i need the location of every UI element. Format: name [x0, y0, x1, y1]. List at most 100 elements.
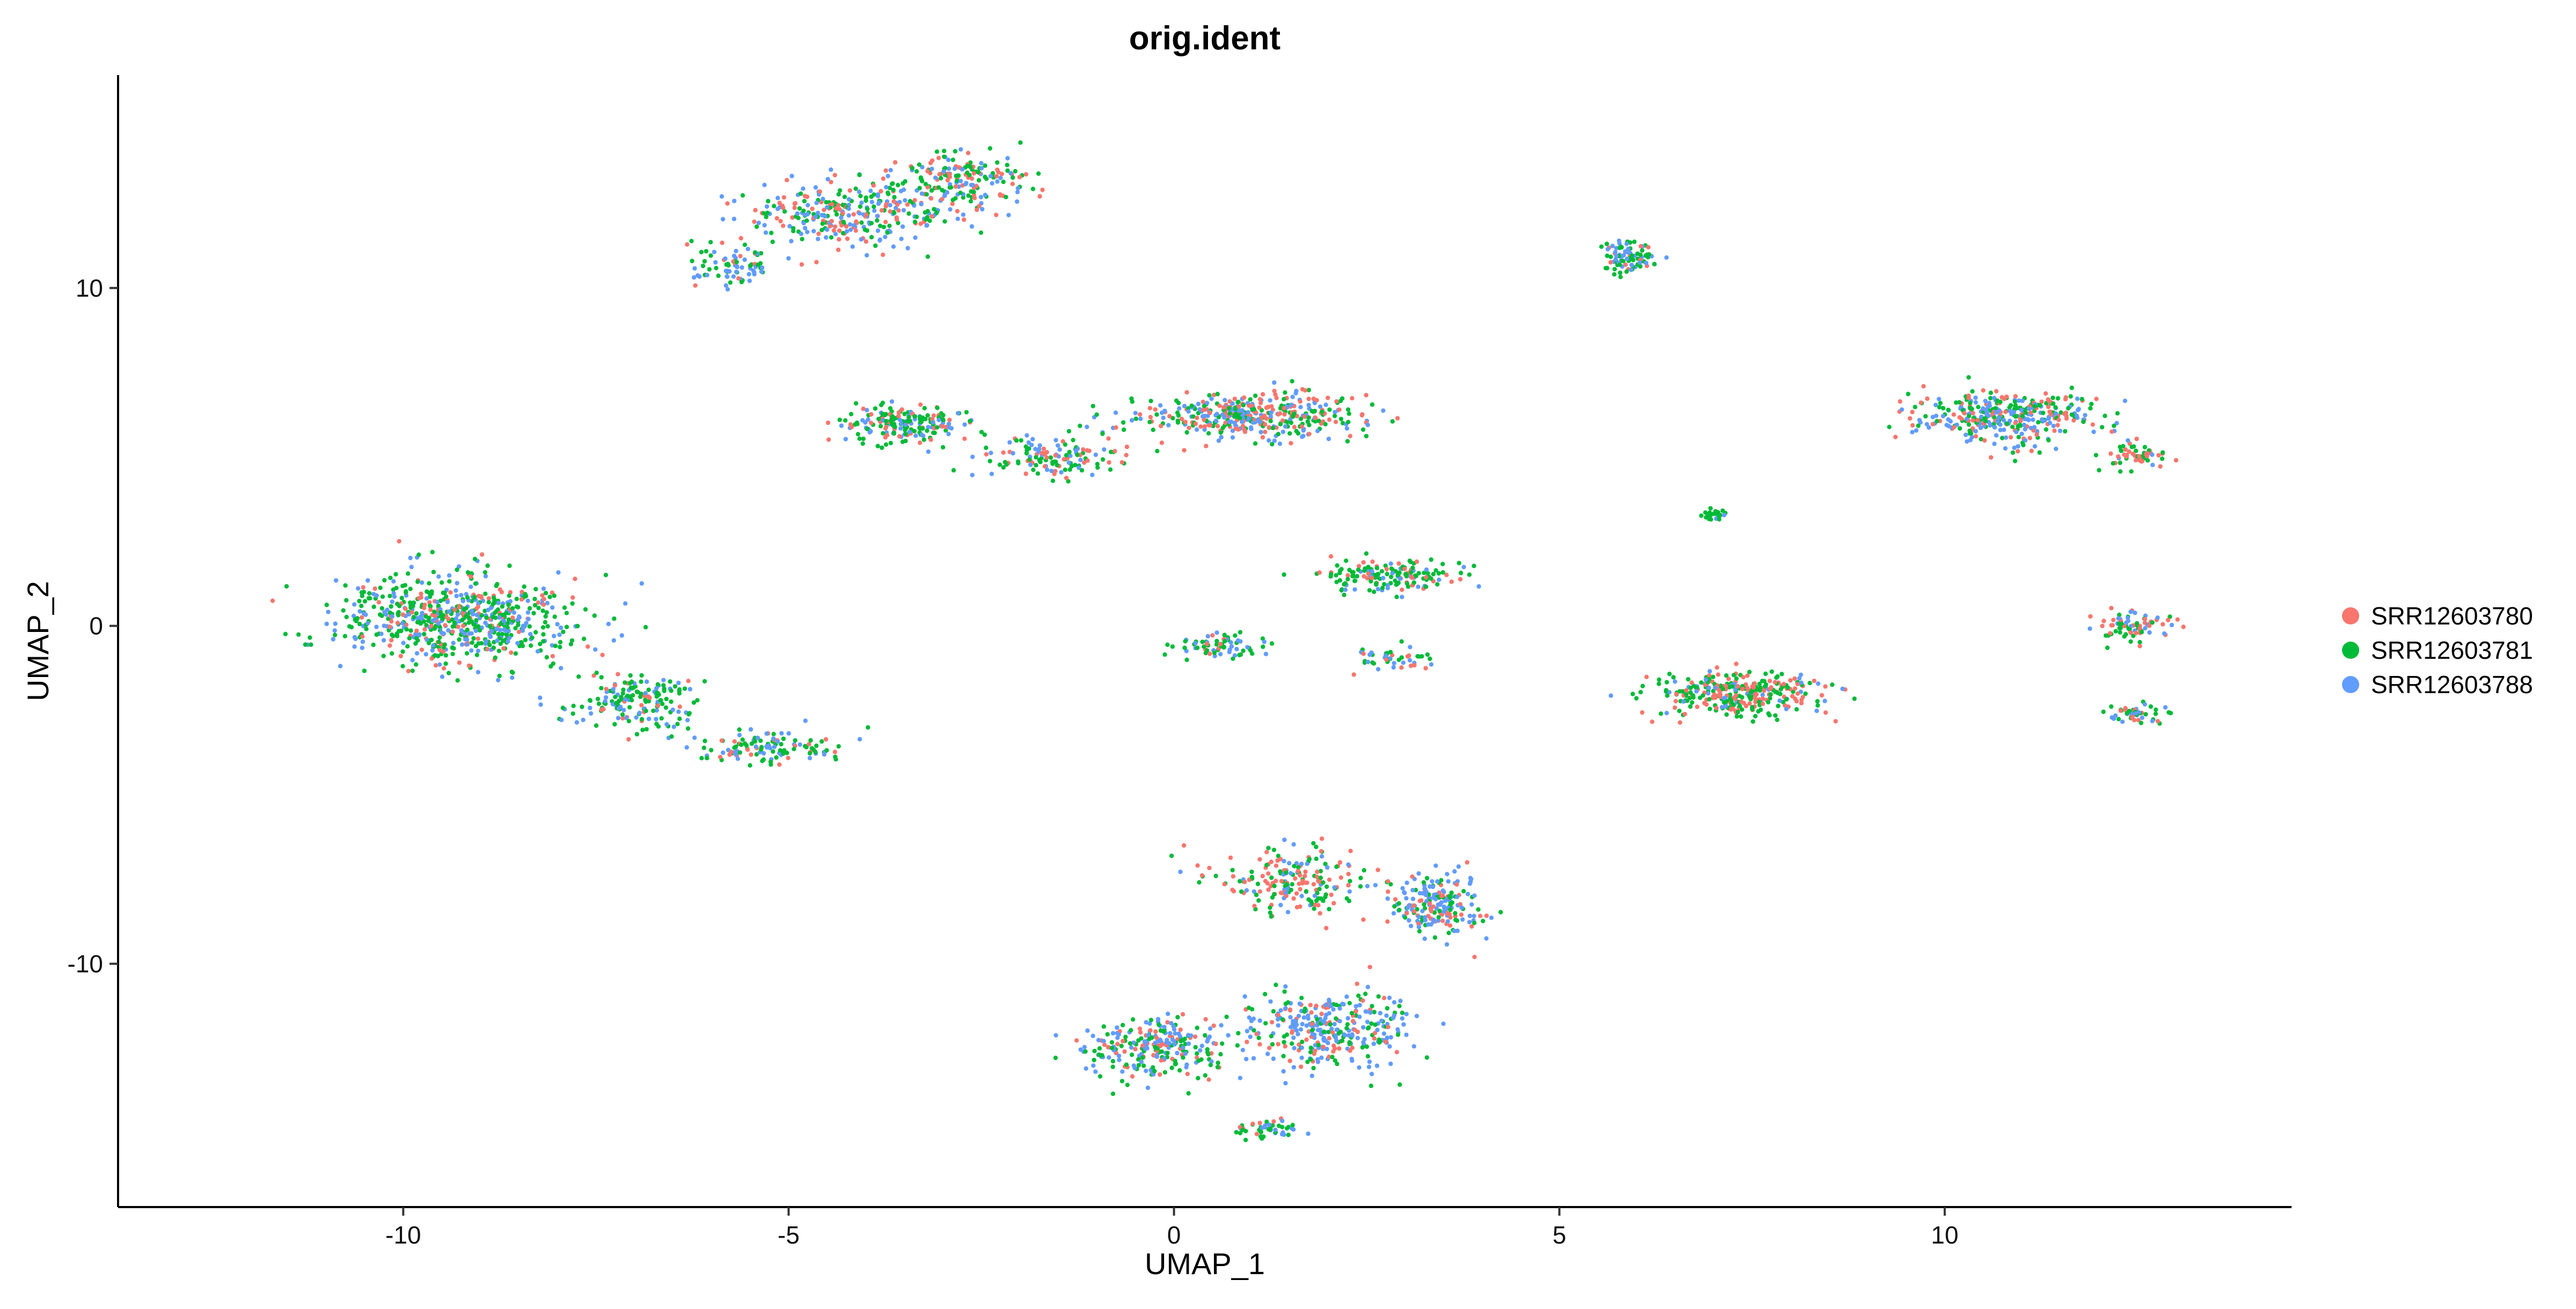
data-point-SRR12603781	[429, 637, 434, 643]
data-point-SRR12603788	[697, 274, 702, 279]
data-point-SRR12603781	[2153, 707, 2158, 712]
data-point-SRR12603780	[1314, 1003, 1319, 1009]
data-point-SRR12603788	[1970, 435, 1974, 440]
data-point-SRR12603788	[654, 708, 659, 713]
data-point-SRR12603788	[1241, 411, 1246, 416]
data-point-SRR12603781	[1147, 1036, 1152, 1041]
data-point-SRR12603781	[1362, 868, 1366, 873]
data-point-SRR12603780	[1350, 396, 1355, 401]
data-point-SRR12603781	[774, 755, 779, 760]
data-point-SRR12603781	[594, 671, 599, 675]
data-point-SRR12603781	[1184, 430, 1189, 435]
data-point-SRR12603781	[1136, 1063, 1141, 1068]
data-point-SRR12603781	[1448, 907, 1453, 913]
data-point-SRR12603781	[1935, 418, 1940, 424]
data-point-SRR12603788	[1637, 260, 1643, 265]
data-point-SRR12603780	[1221, 405, 1226, 410]
data-point-SRR12603788	[588, 711, 594, 716]
data-point-SRR12603788	[1694, 689, 1699, 694]
data-point-SRR12603781	[1038, 460, 1043, 465]
data-point-SRR12603780	[1417, 899, 1422, 903]
data-point-SRR12603781	[1091, 403, 1095, 409]
data-point-SRR12603781	[1748, 694, 1753, 698]
data-point-SRR12603780	[1982, 438, 1987, 443]
data-point-SRR12603781	[925, 254, 931, 259]
data-point-SRR12603780	[387, 624, 392, 629]
data-point-SRR12603788	[1213, 418, 1218, 423]
data-point-SRR12603780	[485, 647, 490, 652]
data-point-SRR12603788	[2143, 626, 2148, 631]
data-point-SRR12603788	[685, 718, 690, 723]
data-point-SRR12603788	[1799, 680, 1804, 685]
data-point-SRR12603781	[668, 679, 672, 684]
data-point-SRR12603780	[892, 160, 898, 165]
data-point-SRR12603781	[497, 673, 502, 679]
data-point-SRR12603780	[891, 199, 896, 204]
data-point-SRR12603780	[1760, 701, 1765, 707]
data-point-SRR12603781	[596, 701, 602, 707]
data-point-SRR12603781	[1159, 1049, 1164, 1054]
data-point-SRR12603780	[1113, 448, 1117, 454]
data-point-SRR12603788	[825, 177, 830, 182]
data-point-SRR12603780	[2029, 448, 2034, 453]
data-point-SRR12603788	[447, 609, 452, 614]
data-point-SRR12603788	[1416, 914, 1421, 920]
data-point-SRR12603781	[756, 262, 760, 267]
data-point-SRR12603780	[1292, 424, 1297, 430]
data-point-SRR12603781	[474, 652, 480, 658]
data-point-SRR12603788	[558, 625, 564, 630]
data-point-SRR12603781	[1624, 269, 1629, 274]
data-point-SRR12603780	[2107, 631, 2112, 636]
data-point-SRR12603788	[420, 580, 425, 585]
data-point-SRR12603780	[774, 216, 779, 220]
data-point-SRR12603781	[543, 614, 548, 619]
data-point-SRR12603788	[511, 610, 517, 615]
data-point-SRR12603780	[1231, 889, 1236, 894]
data-point-SRR12603781	[2168, 711, 2173, 716]
data-point-SRR12603788	[1388, 1061, 1393, 1067]
data-point-SRR12603788	[352, 644, 357, 649]
data-point-SRR12603781	[620, 691, 626, 696]
data-point-SRR12603781	[758, 738, 763, 743]
data-point-SRR12603780	[1359, 413, 1365, 418]
data-point-SRR12603788	[1189, 1033, 1194, 1038]
data-point-SRR12603788	[1139, 1060, 1144, 1064]
data-point-SRR12603780	[1158, 423, 1163, 429]
data-point-SRR12603788	[1288, 1025, 1293, 1029]
data-point-SRR12603788	[1613, 249, 1618, 254]
data-point-SRR12603788	[1298, 1027, 1304, 1032]
data-point-SRR12603788	[1707, 685, 1711, 690]
data-point-SRR12603788	[1390, 571, 1395, 576]
data-point-SRR12603788	[1840, 686, 1845, 692]
data-point-SRR12603781	[1147, 420, 1152, 424]
data-point-SRR12603781	[2103, 414, 2107, 418]
data-point-SRR12603781	[1618, 275, 1623, 280]
data-point-SRR12603781	[536, 606, 541, 611]
data-point-SRR12603788	[1327, 999, 1332, 1004]
data-point-SRR12603788	[516, 614, 522, 619]
data-point-SRR12603781	[661, 683, 666, 688]
data-point-SRR12603781	[1397, 1082, 1402, 1087]
data-point-SRR12603788	[946, 157, 951, 163]
data-point-SRR12603781	[942, 149, 947, 153]
data-point-SRR12603788	[759, 269, 764, 274]
data-point-SRR12603788	[1361, 1040, 1366, 1045]
data-point-SRR12603781	[390, 651, 394, 656]
data-point-SRR12603788	[813, 185, 818, 190]
data-point-SRR12603781	[1699, 513, 1704, 518]
data-point-SRR12603781	[779, 742, 784, 747]
data-point-SRR12603781	[473, 581, 478, 586]
data-point-SRR12603781	[1318, 876, 1323, 880]
data-point-SRR12603781	[548, 664, 553, 669]
data-point-SRR12603781	[1432, 935, 1438, 940]
data-point-SRR12603788	[424, 596, 429, 601]
scatter-points	[270, 140, 2186, 1143]
data-point-SRR12603780	[1714, 705, 1719, 711]
data-point-SRR12603788	[1143, 1046, 1147, 1051]
data-point-SRR12603780	[1412, 909, 1417, 914]
data-point-SRR12603788	[374, 624, 379, 629]
data-point-SRR12603788	[1476, 584, 1481, 589]
data-point-SRR12603780	[781, 195, 787, 200]
data-point-SRR12603788	[742, 257, 747, 262]
data-point-SRR12603780	[1147, 406, 1152, 410]
